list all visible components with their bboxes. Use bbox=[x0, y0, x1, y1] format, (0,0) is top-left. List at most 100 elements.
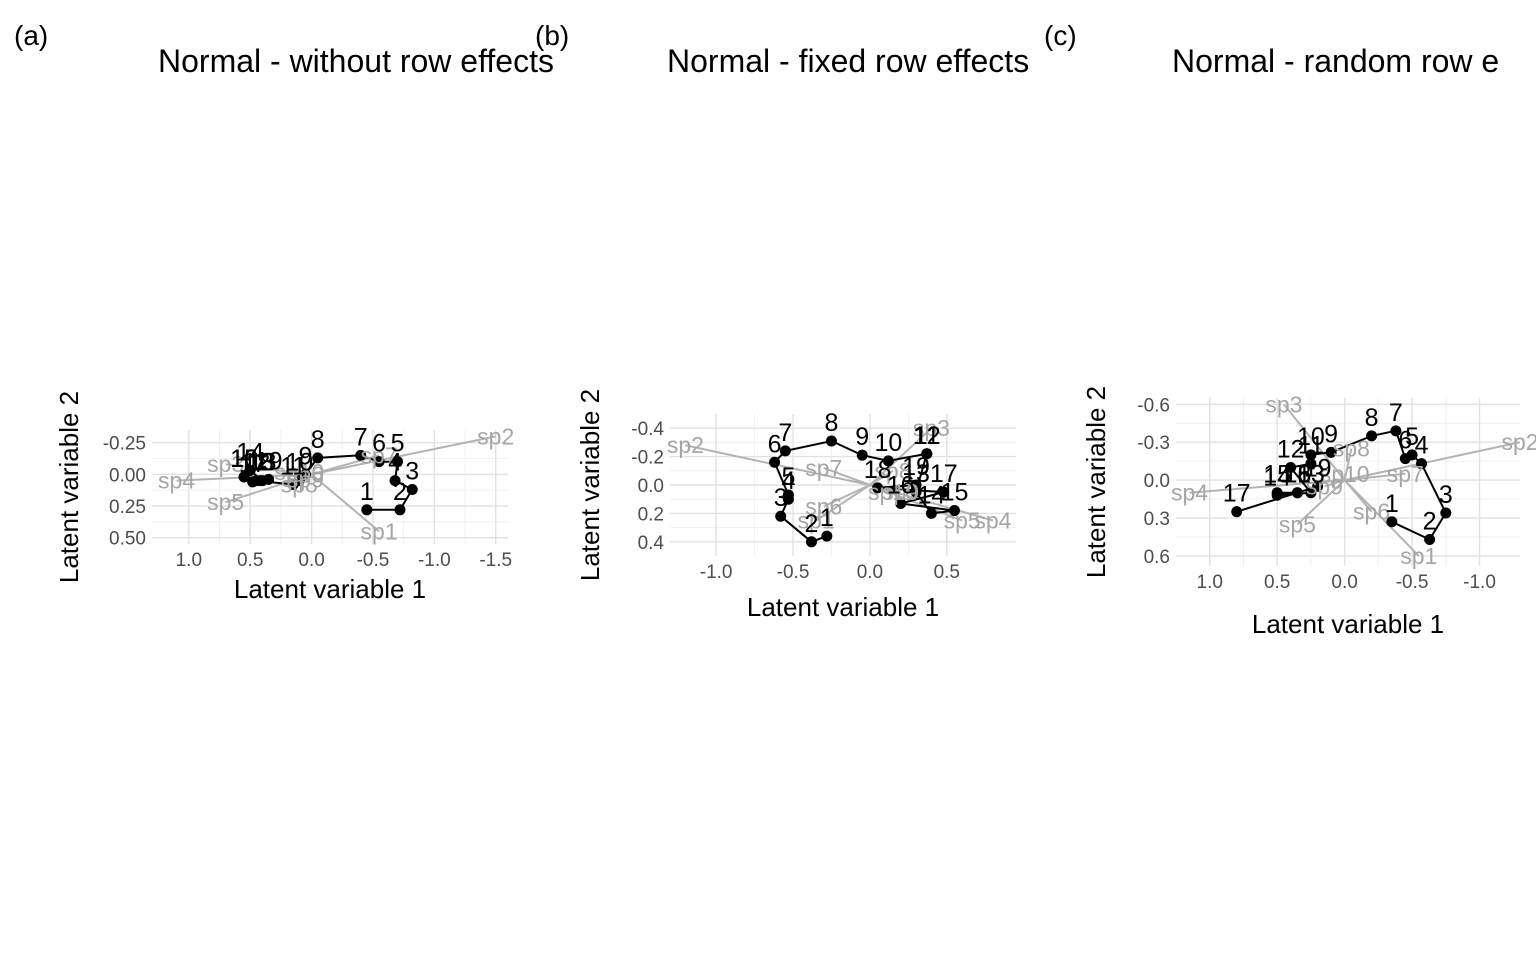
y-tick-label: 0.25 bbox=[109, 497, 146, 518]
species-label-sp4: sp4 bbox=[158, 468, 195, 494]
site-point-11 bbox=[287, 478, 299, 490]
site-label-8: 8 bbox=[1365, 404, 1379, 432]
panel-tag: (b) bbox=[535, 20, 569, 51]
site-point-7 bbox=[355, 449, 367, 461]
species-label-sp7: sp7 bbox=[361, 442, 398, 468]
species-label-sp10: sp10 bbox=[274, 459, 324, 485]
site-point-10 bbox=[882, 455, 894, 467]
site-label-6: 6 bbox=[768, 430, 782, 458]
y-tick-label: 0.3 bbox=[1144, 509, 1170, 530]
x-tick-label: -0.5 bbox=[777, 562, 810, 583]
site-point-7 bbox=[1390, 425, 1402, 437]
site-point-1 bbox=[361, 504, 373, 516]
site-label-13: 13 bbox=[1297, 461, 1325, 489]
site-point-2 bbox=[394, 504, 406, 516]
y-tick-label: 0.6 bbox=[1144, 547, 1170, 568]
species-label-sp1: sp1 bbox=[798, 508, 835, 534]
site-label-12: 12 bbox=[913, 422, 941, 450]
x-tick-label: -0.5 bbox=[357, 550, 390, 571]
x-tick-label: 0.5 bbox=[237, 550, 263, 571]
species-label-sp5: sp5 bbox=[207, 489, 244, 515]
site-point-5 bbox=[392, 456, 404, 468]
species-label-sp6: sp6 bbox=[287, 461, 324, 487]
y-tick-label: 0.2 bbox=[638, 504, 664, 525]
site-point-14 bbox=[925, 507, 937, 519]
plot-area bbox=[176, 435, 496, 533]
site-label-16: 16 bbox=[230, 445, 258, 473]
site-label-2: 2 bbox=[393, 478, 407, 506]
x-tick-label: 0.0 bbox=[298, 550, 324, 571]
species-label-sp6: sp6 bbox=[805, 493, 842, 519]
site-label-17: 17 bbox=[239, 450, 267, 478]
site-point-4 bbox=[1416, 458, 1428, 470]
x-tick-label: -1.5 bbox=[479, 550, 512, 571]
species-label-sp2: sp2 bbox=[667, 432, 704, 458]
species-line-sp1 bbox=[1343, 479, 1420, 557]
site-label-16: 16 bbox=[1284, 461, 1312, 489]
species-label-sp9: sp9 bbox=[882, 479, 919, 505]
panel-a: 1.0 0.5 0.0 -0.5 -1.0 -1.5 -0.25 0.00 0.25 0.50 sp… bbox=[14, 20, 554, 604]
species-label-sp3: sp3 bbox=[1265, 391, 1302, 417]
site-label-12: 12 bbox=[242, 449, 270, 477]
site-label-14: 14 bbox=[236, 439, 264, 467]
x-tick-label: -1.0 bbox=[700, 562, 733, 583]
site-point-18 bbox=[1291, 487, 1303, 499]
site-label-8: 8 bbox=[311, 426, 325, 454]
site-label-12: 12 bbox=[1277, 435, 1305, 463]
site-label-6: 6 bbox=[1398, 427, 1412, 455]
site-point-8 bbox=[312, 452, 324, 464]
species-label-sp10: sp10 bbox=[1320, 461, 1370, 487]
site-label-2: 2 bbox=[805, 510, 819, 538]
site-label-4: 4 bbox=[781, 467, 795, 495]
site-point-10 bbox=[1305, 449, 1317, 461]
site-point-7 bbox=[779, 445, 791, 457]
site-label-1: 1 bbox=[820, 504, 834, 532]
species-line-sp3 bbox=[1283, 403, 1346, 481]
site-label-3: 3 bbox=[405, 458, 419, 486]
species-line-sp5 bbox=[1296, 479, 1346, 526]
site-label-5: 5 bbox=[781, 463, 795, 491]
y-tick-label: 0.00 bbox=[109, 465, 146, 486]
plot-area bbox=[685, 427, 994, 548]
species-line-sp6 bbox=[1343, 479, 1373, 513]
species-label-sp7: sp7 bbox=[805, 455, 842, 481]
site-point-12 bbox=[921, 448, 933, 460]
x-tick-label: 0.5 bbox=[934, 562, 960, 583]
panel-tag: (a) bbox=[14, 20, 48, 51]
site-label-17: 17 bbox=[1223, 480, 1251, 508]
y-axis-label: Latent variable 2 bbox=[54, 391, 84, 583]
x-axis-label: Latent variable 1 bbox=[747, 592, 939, 622]
species-label-sp6: sp6 bbox=[1353, 499, 1390, 525]
site-label-4: 4 bbox=[388, 449, 402, 477]
panel-c: 1.0 0.5 0.0 -0.5 -1.0 -0.6 -0.3 0.0 0.3 0.6 sp1 sp2… bbox=[1044, 20, 1536, 639]
y-tick-label: -0.4 bbox=[631, 419, 664, 440]
species-label-sp4: sp4 bbox=[1171, 480, 1208, 506]
site-point-15 bbox=[1271, 487, 1283, 499]
species-label-sp8: sp8 bbox=[874, 458, 911, 484]
species-label-sp5: sp5 bbox=[1279, 511, 1316, 537]
panel-title: Normal - without row effects bbox=[158, 43, 554, 79]
y-tick-label: 0.0 bbox=[638, 476, 664, 497]
site-label-15: 15 bbox=[230, 445, 258, 473]
species-label-sp8: sp8 bbox=[281, 471, 318, 497]
y-tick-label: -0.25 bbox=[103, 434, 146, 455]
site-point-3 bbox=[1440, 507, 1452, 519]
site-label-3: 3 bbox=[774, 484, 788, 512]
site-point-9 bbox=[856, 449, 868, 461]
site-point-6 bbox=[1399, 453, 1411, 465]
site-point-8 bbox=[825, 435, 837, 447]
site-label-15: 15 bbox=[941, 479, 969, 507]
site-label-19: 19 bbox=[255, 447, 283, 475]
site-point-3 bbox=[775, 510, 787, 522]
species-label-sp4: sp4 bbox=[974, 508, 1011, 534]
grid bbox=[152, 430, 508, 544]
site-point-2 bbox=[1424, 533, 1436, 545]
site-label-5: 5 bbox=[391, 430, 405, 458]
site-point-16 bbox=[238, 471, 250, 483]
site-point-15 bbox=[948, 505, 960, 517]
x-tick-label: 1.0 bbox=[176, 550, 202, 571]
y-axis-label: Latent variable 2 bbox=[1081, 386, 1111, 578]
site-point-18 bbox=[872, 482, 884, 494]
site-label-3: 3 bbox=[1439, 481, 1453, 509]
